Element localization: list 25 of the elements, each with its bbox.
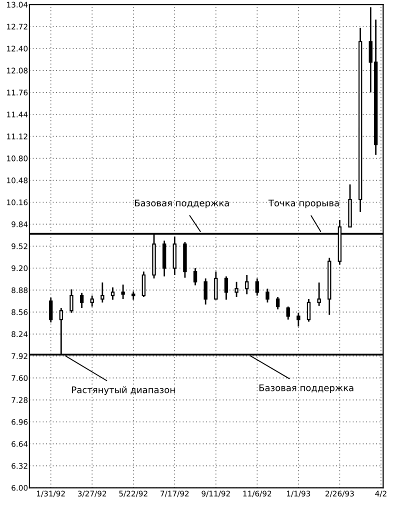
candlestick [317, 282, 321, 307]
candlestick [296, 312, 300, 328]
candlestick [100, 282, 104, 304]
candlestick [142, 270, 146, 298]
candlestick [276, 296, 280, 310]
candlestick [49, 296, 53, 324]
candlestick [90, 294, 94, 308]
annotation: Точка прорыва [268, 200, 339, 208]
candlestick [193, 267, 198, 286]
candlestick [70, 288, 74, 314]
candlestick [204, 278, 208, 306]
annotation: Базовая поддержка [135, 200, 229, 208]
candlestick [286, 306, 290, 320]
candlestick [214, 270, 218, 300]
candlestick [224, 276, 228, 300]
annotation: Растянутый диапазон [72, 386, 175, 395]
candlestick [121, 284, 125, 300]
candlestick [306, 298, 311, 322]
candlestick [80, 292, 84, 309]
candlestick [255, 278, 260, 296]
candlestick [266, 288, 270, 304]
candlestick [245, 274, 249, 295]
annotation: Базовая поддержка [259, 384, 354, 393]
candlestick [110, 286, 115, 300]
candlestick [234, 281, 238, 298]
